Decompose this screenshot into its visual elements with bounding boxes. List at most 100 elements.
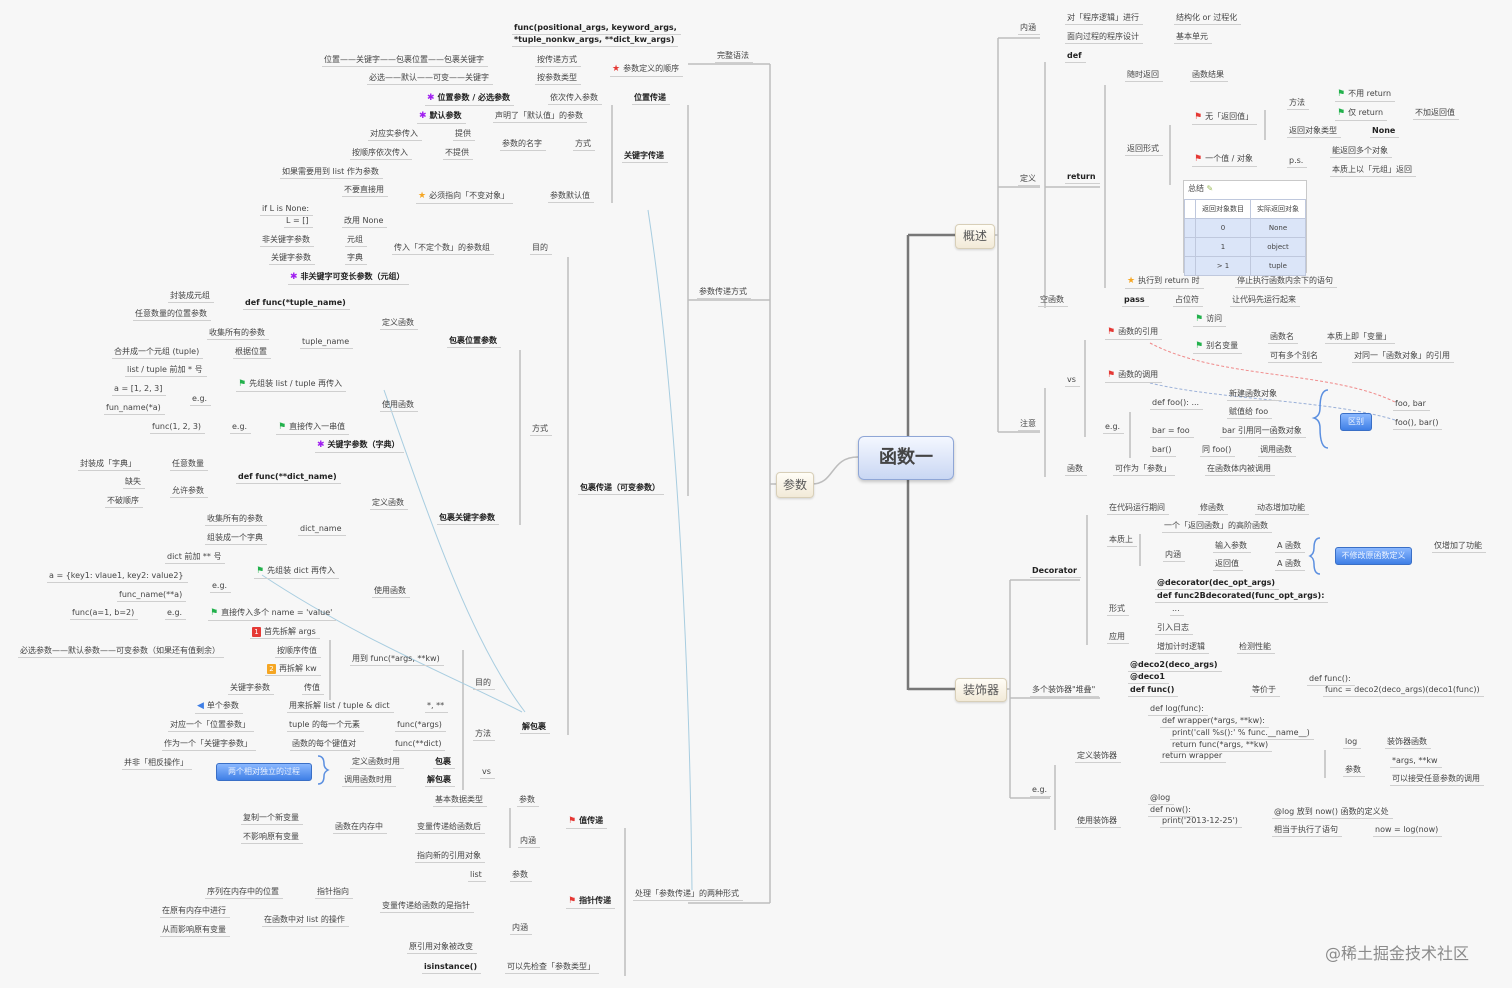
mindmap-node[interactable]: ✱ 非关键字可变长参数（元组） xyxy=(288,271,409,285)
mindmap-node[interactable]: 在函数体内被调用 xyxy=(1205,463,1275,476)
mindmap-node[interactable]: 函数名 xyxy=(1268,331,1298,344)
mindmap-node[interactable]: 停止执行函数内余下的语句 xyxy=(1235,275,1337,288)
mindmap-node[interactable]: p.s. xyxy=(1287,155,1308,168)
mindmap-node[interactable]: def xyxy=(1065,50,1086,63)
mindmap-node[interactable]: 收集所有的参数 xyxy=(205,513,267,526)
mindmap-node[interactable]: log xyxy=(1343,736,1362,749)
mindmap-node[interactable]: dict 前加 ** 号 xyxy=(165,551,226,564)
mindmap-node[interactable]: 按传递方式 xyxy=(535,54,581,67)
mindmap-node[interactable]: 必选参数——默认参数——可变参数（如果还有值剩余） xyxy=(18,645,224,658)
mindmap-node[interactable]: 对同一「函数对象」的引用 xyxy=(1352,350,1454,363)
mindmap-node[interactable]: 序列在内存中的位置 xyxy=(205,886,283,899)
mindmap-node[interactable]: 定义函数时用 xyxy=(350,756,404,769)
mindmap-node[interactable]: 不提供 xyxy=(443,147,473,160)
mindmap-node[interactable]: 字典 xyxy=(345,252,367,265)
mindmap-node[interactable]: 用到 func(*args, **kw) xyxy=(350,653,444,666)
mindmap-node[interactable]: 指向新的引用对象 xyxy=(415,850,485,863)
mindmap-node[interactable]: 方法 xyxy=(1287,97,1309,110)
mindmap-node[interactable]: list / tuple 前加 * 号 xyxy=(125,364,207,377)
mindmap-node[interactable]: 任意数量的位置参数 xyxy=(133,308,211,321)
mindmap-node[interactable]: ✱ 默认参数 xyxy=(417,110,466,124)
mindmap-node[interactable]: ★ 必须指向「不变对象」 xyxy=(416,190,514,204)
mindmap-node[interactable]: def func(**dict_name) xyxy=(236,471,341,484)
mindmap-node[interactable]: 同 foo() xyxy=(1200,444,1236,457)
mindmap-node[interactable]: func(**dict) xyxy=(393,738,446,751)
mindmap-node[interactable]: ✱ 关键字参数（字典） xyxy=(315,439,404,453)
mindmap-node[interactable]: 方法 xyxy=(473,728,495,741)
mindmap-node[interactable]: 按顺序依次传入 xyxy=(350,147,412,160)
mindmap-node[interactable]: 依次传入参数 xyxy=(548,92,602,105)
mindmap-node[interactable]: 赋值给 foo xyxy=(1227,406,1273,419)
mindmap-node[interactable]: 等价于 xyxy=(1250,684,1280,697)
mindmap-node[interactable]: func_name(**a) xyxy=(117,589,187,602)
mindmap-node[interactable]: bar 引用同一函数对象 xyxy=(1220,425,1306,438)
mindmap-node[interactable]: 调用函数时用 xyxy=(342,774,396,787)
mindmap-node[interactable]: 可以先检查「参数类型」 xyxy=(505,961,599,974)
mindmap-node[interactable]: 不加返回值 xyxy=(1413,107,1459,120)
mindmap-node[interactable]: 内涵 xyxy=(510,922,532,935)
mindmap-node[interactable]: 一个「返回函数」的高阶函数 xyxy=(1162,520,1272,533)
mindmap-node[interactable]: 占位符 xyxy=(1173,294,1203,307)
mindmap-node[interactable]: 本质上以「元组」返回 xyxy=(1330,164,1416,177)
mindmap-node[interactable]: 检测性能 xyxy=(1237,641,1275,654)
mindmap-node[interactable]: 对「程序逻辑」进行 xyxy=(1065,12,1143,25)
mindmap-node[interactable]: 输入参数 xyxy=(1213,540,1251,553)
mindmap-node[interactable]: L = [] xyxy=(284,215,313,228)
mindmap-node[interactable]: 仅增加了功能 xyxy=(1432,540,1486,553)
mindmap-node[interactable]: vs xyxy=(1065,374,1080,387)
mindmap-node[interactable]: foo(), bar() xyxy=(1393,417,1443,430)
mindmap-node[interactable]: 包裹位置参数 xyxy=(447,335,501,348)
mindmap-node[interactable]: return func(*args, **kw) xyxy=(1170,739,1273,752)
mindmap-node[interactable]: 声明了「默认值」的参数 xyxy=(493,110,587,123)
mindmap-node[interactable]: 传值 xyxy=(302,682,324,695)
mindmap-node[interactable]: ★ 参数定义的顺序 xyxy=(610,63,684,77)
mindmap-node[interactable]: 传入「不定个数」的参数组 xyxy=(392,242,494,255)
mindmap-node[interactable]: 函数在内存中 xyxy=(333,821,387,834)
mindmap-node[interactable]: 提供 xyxy=(453,128,475,141)
mindmap-node[interactable]: 应用 xyxy=(1107,631,1129,644)
mindmap-node[interactable]: @deco2(deco_args) xyxy=(1128,659,1222,672)
topic-overview[interactable]: 概述 xyxy=(955,224,995,249)
mindmap-node[interactable]: 元组 xyxy=(345,234,367,247)
mindmap-node[interactable]: 内涵 xyxy=(1163,549,1185,562)
topic-params[interactable]: 参数 xyxy=(776,472,814,498)
mindmap-node[interactable]: def foo(): ... xyxy=(1150,397,1204,410)
mindmap-node[interactable]: 新建函数对象 xyxy=(1227,388,1281,401)
mindmap-node[interactable]: 变量传递给函数的是指针 xyxy=(380,900,474,913)
mindmap-node[interactable]: 并非「相反操作」 xyxy=(122,757,192,770)
mindmap-node[interactable]: 如果需要用到 list 作为参数 xyxy=(280,166,383,179)
mindmap-node[interactable]: 用来拆解 list / tuple & dict xyxy=(287,700,394,713)
mindmap-node[interactable]: 注意 xyxy=(1018,418,1040,431)
mindmap-node[interactable]: 装饰器函数 xyxy=(1385,736,1431,749)
mindmap-node[interactable]: A 函数 xyxy=(1275,558,1306,571)
mindmap-node[interactable]: @log xyxy=(1148,792,1175,805)
callout-independent[interactable]: 两个相对独立的过程 xyxy=(216,763,312,781)
mindmap-node[interactable]: 引入日志 xyxy=(1155,622,1193,635)
mindmap-node[interactable]: 处理「参数传递」的两种形式 xyxy=(633,888,743,901)
mindmap-node[interactable]: 定义 xyxy=(1018,173,1040,186)
mindmap-node[interactable]: @deco1 xyxy=(1128,671,1169,684)
mindmap-node[interactable]: tuple_name xyxy=(300,336,354,349)
mindmap-node[interactable]: 定义函数 xyxy=(370,497,408,510)
mindmap-node[interactable]: A 函数 xyxy=(1275,540,1306,553)
mindmap-node[interactable]: def func2Bdecorated(func_opt_args): xyxy=(1155,590,1329,603)
mindmap-node[interactable]: e.g. xyxy=(210,580,232,593)
mindmap-node[interactable]: 必选——默认——可变——关键字 xyxy=(367,72,493,85)
mindmap-node[interactable]: ⚑ 别名变量 xyxy=(1193,340,1243,354)
mindmap-node[interactable]: Decorator xyxy=(1030,565,1081,578)
mindmap-node[interactable]: 基本单元 xyxy=(1174,31,1212,44)
mindmap-node[interactable]: ⚑ 函数的调用 xyxy=(1105,369,1163,383)
mindmap-node[interactable]: 改用 None xyxy=(342,215,388,228)
mindmap-node[interactable]: 基本数据类型 xyxy=(433,794,487,807)
mindmap-node[interactable]: 动态增加功能 xyxy=(1255,502,1309,515)
mindmap-node[interactable]: 完整语法 xyxy=(715,50,753,63)
mindmap-node[interactable]: list xyxy=(468,869,486,882)
mindmap-node[interactable]: 参数 xyxy=(510,869,532,882)
mindmap-node[interactable]: ⚑ 直接传入一串值 xyxy=(276,421,350,435)
mindmap-node[interactable]: 可作为「参数」 xyxy=(1113,463,1175,476)
mindmap-node[interactable]: 按参数类型 xyxy=(535,72,581,85)
mindmap-node[interactable]: 参数的名字 xyxy=(500,138,546,151)
mindmap-node[interactable]: 关键字参数 xyxy=(228,682,274,695)
mindmap-node[interactable]: 1 首先拆解 args xyxy=(250,626,320,639)
mindmap-node[interactable]: @decorator(dec_opt_args) xyxy=(1155,577,1280,590)
